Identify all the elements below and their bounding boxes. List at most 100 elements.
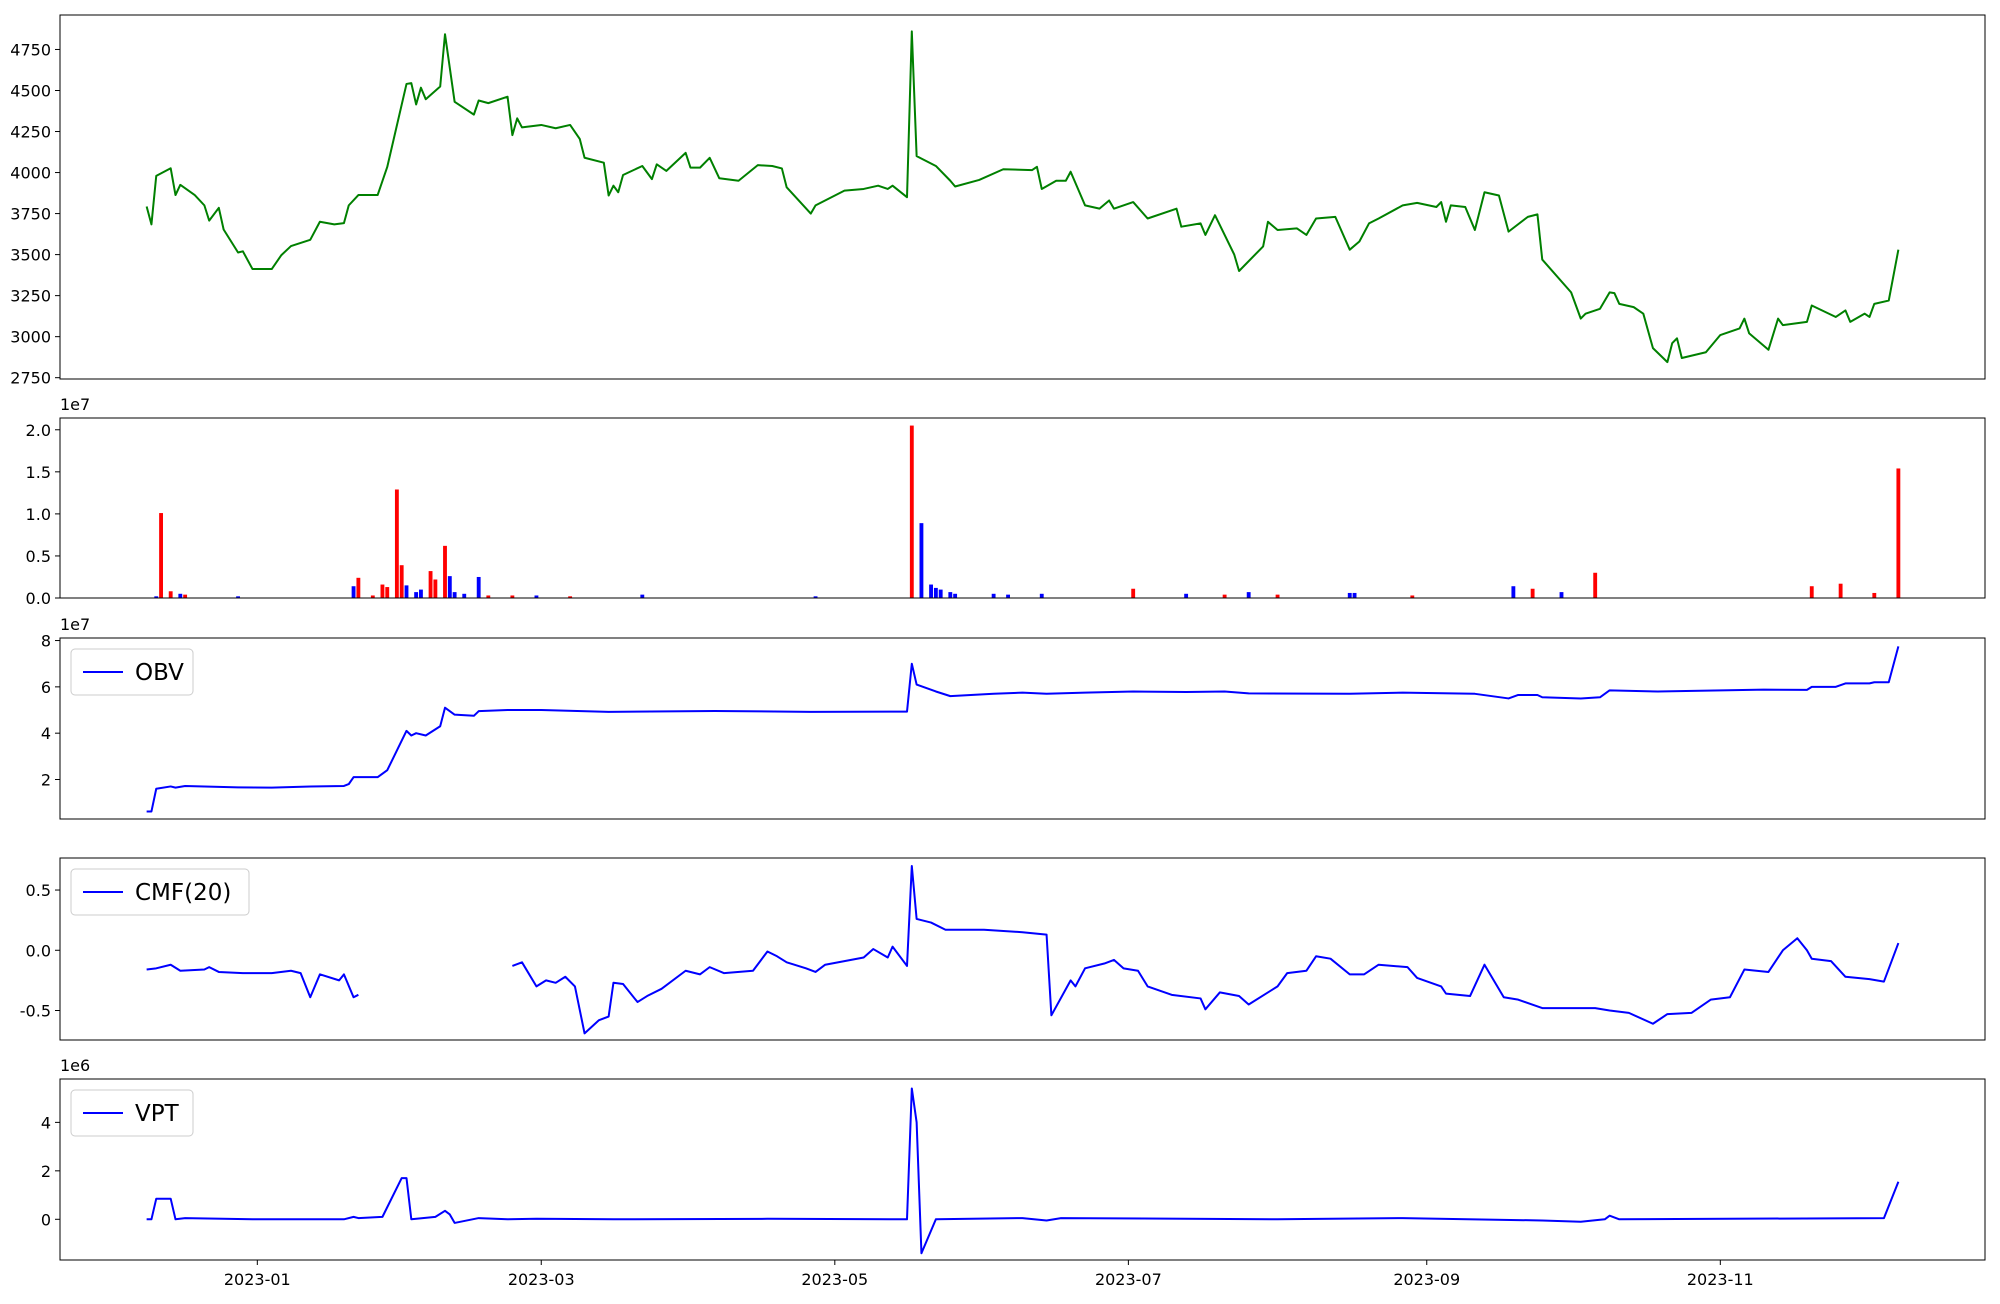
y-tick-label: 2 [41,770,51,789]
bar [1838,583,1843,598]
y-tick-label: 2.0 [26,421,51,440]
y-tick-label: 0 [41,1210,51,1229]
bar [380,584,385,598]
bar [1872,592,1877,598]
bar [183,594,188,598]
bar [568,596,573,598]
bar [1006,594,1010,598]
bar [953,593,958,598]
line [146,646,1900,813]
legend-box [70,1089,194,1137]
bar [534,595,539,598]
bar [640,594,645,598]
bar [1559,592,1564,598]
bar [1352,592,1357,598]
bar [351,586,356,598]
line [146,864,1900,1035]
bar [948,592,953,598]
legend: VPT [70,1089,194,1137]
bar [1347,592,1352,598]
panel: 0.0 0.5 1.0 1.5 2.0 1e7 [26,395,1986,608]
axes-frame [59,637,1986,820]
bar [462,593,467,598]
axis-offset-label: 1e6 [60,1056,90,1075]
bar [1511,586,1516,598]
bar [1530,588,1535,598]
y-tick-label: 4250 [10,123,51,142]
line [146,1087,1900,1255]
bar [159,513,163,598]
panel: -0.5 0.0 0.5 CMF(20) [20,857,1986,1041]
bar [1184,593,1189,598]
bar [443,545,447,598]
axis-offset-label: 1e7 [60,395,90,414]
bar [1039,593,1044,598]
bar [1131,588,1136,598]
bar [813,596,818,598]
bar [414,592,419,598]
bar [991,593,996,598]
bar [1410,595,1415,598]
bar [236,596,240,598]
bar [510,595,515,598]
legend-box [70,868,250,916]
bar [486,595,491,598]
panel: 0 2 4 1e6 2023-01 2023-03 2023-05 2023-07 2023-0… [41,1056,1986,1289]
y-tick-label: 8 [41,632,51,651]
bar [428,571,433,598]
y-tick-label: 1.0 [26,505,51,524]
y-tick-label: 6 [41,678,51,697]
bar [1593,572,1598,598]
legend-label: VPT [135,1101,180,1127]
bar [909,425,914,598]
bar [168,591,173,598]
axes-frame [59,417,1986,599]
y-tick-label: 3750 [10,205,51,224]
axes-frame [59,14,1986,380]
x-tick-label: 2023-11 [1687,1270,1754,1289]
y-tick-label: -0.5 [20,1001,51,1020]
bar [476,576,481,598]
bar [1896,468,1901,598]
y-tick-label: 0.5 [26,547,51,566]
bar [356,577,361,598]
legend-label: CMF(20) [135,880,231,906]
bar [452,592,457,598]
x-tick-label: 2023-07 [1095,1270,1162,1289]
y-tick-label: 4 [41,724,51,743]
axis-offset-label: 1e7 [60,615,90,634]
x-tick-label: 2023-05 [801,1270,868,1289]
bar [404,585,409,598]
y-tick-label: 3500 [10,246,51,265]
y-tick-label: 3000 [10,328,51,347]
bar [447,576,452,598]
bar [433,579,438,598]
bar [399,565,404,598]
y-tick-label: 0.5 [26,881,51,900]
line [145,30,1900,364]
bar [1222,594,1227,598]
y-tick-label: 3250 [10,287,51,306]
bar [919,523,924,598]
bar [385,587,390,598]
bar [154,596,159,598]
axes-frame [59,1078,1986,1261]
y-tick-label: 4 [41,1113,51,1132]
y-tick-label: 0.0 [26,941,51,960]
y-tick-label: 2 [41,1162,51,1181]
x-tick-label: 2023-01 [224,1270,291,1289]
bar [419,589,423,598]
legend-label: OBV [135,660,184,686]
y-tick-label: 4000 [10,164,51,183]
legend-box [70,648,194,696]
bar [933,587,938,598]
bar [394,489,399,598]
y-tick-label: 2750 [10,369,51,388]
panel: 2750 3000 3250 3500 3750 4000 4250 4500 4750 [10,14,1986,388]
bar [1275,594,1280,598]
x-tick-label: 2023-09 [1393,1270,1460,1289]
bar [178,593,183,598]
